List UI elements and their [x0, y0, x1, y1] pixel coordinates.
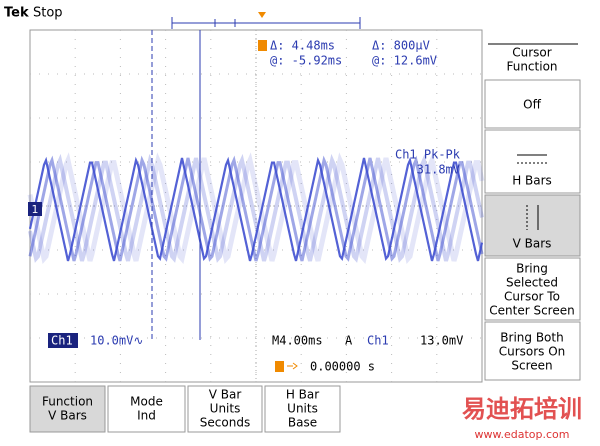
menu-title: Cursor	[512, 46, 552, 60]
cursor-icon	[258, 40, 267, 51]
channel-badge	[48, 333, 78, 348]
status-trigger-source: Ch1	[367, 334, 389, 348]
status-mode: A	[345, 334, 353, 348]
menu-title: Function	[506, 60, 557, 74]
bottom-label: Ind	[137, 409, 156, 423]
menu-label: Selected	[506, 276, 558, 290]
bottom-label: Base	[288, 416, 317, 430]
trace	[28, 156, 484, 262]
watermark-title: 易迪拓培训	[462, 395, 582, 423]
bottom-label: Mode	[130, 395, 163, 409]
trace	[27, 152, 485, 265]
menu-label: Cursor To	[504, 290, 560, 304]
bottom-label: Units	[287, 402, 318, 416]
trace	[28, 155, 484, 262]
measurement-name: Ch1 Pk-Pk	[395, 148, 461, 162]
volt-delta: Δ: 800μV	[372, 39, 430, 53]
bottom-label: V Bars	[48, 409, 87, 423]
menu-button[interactable]	[484, 321, 581, 381]
status-scale: 10.0mV∿	[90, 334, 143, 348]
menu-button[interactable]	[484, 194, 581, 257]
menu-title-box	[485, 32, 580, 80]
menu-button[interactable]	[484, 129, 581, 194]
bottom-button[interactable]	[187, 385, 263, 433]
menu-label: Bring Both	[500, 331, 563, 345]
volt-at: @: 12.6mV	[372, 54, 437, 68]
menu-label: V Bars	[513, 237, 552, 251]
bottom-label: V Bar	[209, 388, 242, 402]
time-at: @: -5.92ms	[270, 54, 342, 68]
waveform	[27, 152, 485, 265]
bottom-button[interactable]	[29, 385, 106, 433]
channel-marker-box	[28, 202, 42, 216]
menu-label: Screen	[511, 359, 552, 373]
status: Stop	[33, 6, 63, 21]
trigger-icon	[275, 361, 284, 372]
menu-label: Off	[523, 98, 541, 112]
bottom-button[interactable]	[264, 385, 341, 433]
trace	[28, 153, 484, 263]
bottom-label: Seconds	[200, 416, 250, 430]
status-channel: Ch1	[51, 334, 73, 348]
time-delta: Δ: 4.48ms	[270, 39, 335, 53]
brand: Tek	[4, 6, 29, 21]
menu-button[interactable]	[484, 257, 581, 321]
trigger-pos-marker	[258, 12, 266, 18]
watermark-url: www.edatop.com	[475, 428, 570, 441]
channel-marker: 1	[32, 203, 39, 216]
menu-label: Cursors On	[499, 345, 566, 359]
status-timebase: M4.00ms	[272, 334, 323, 348]
bottom-label: Function	[42, 395, 93, 409]
bottom-label: Units	[210, 402, 241, 416]
graticule-grid	[30, 30, 482, 382]
trigger-arrow	[287, 362, 298, 370]
menu-label: Bring	[516, 262, 548, 276]
record-bar	[171, 17, 361, 29]
menu-button[interactable]	[484, 79, 581, 129]
menu-label: Center Screen	[489, 304, 574, 318]
menu-label: H Bars	[512, 174, 552, 188]
trigger-position: 0.00000 s	[310, 360, 375, 374]
measurement-value: 31.8mV	[417, 163, 460, 177]
bottom-button[interactable]	[107, 385, 186, 433]
bottom-label: H Bar	[286, 388, 319, 402]
status-trigger-level: 13.0mV	[420, 334, 463, 348]
